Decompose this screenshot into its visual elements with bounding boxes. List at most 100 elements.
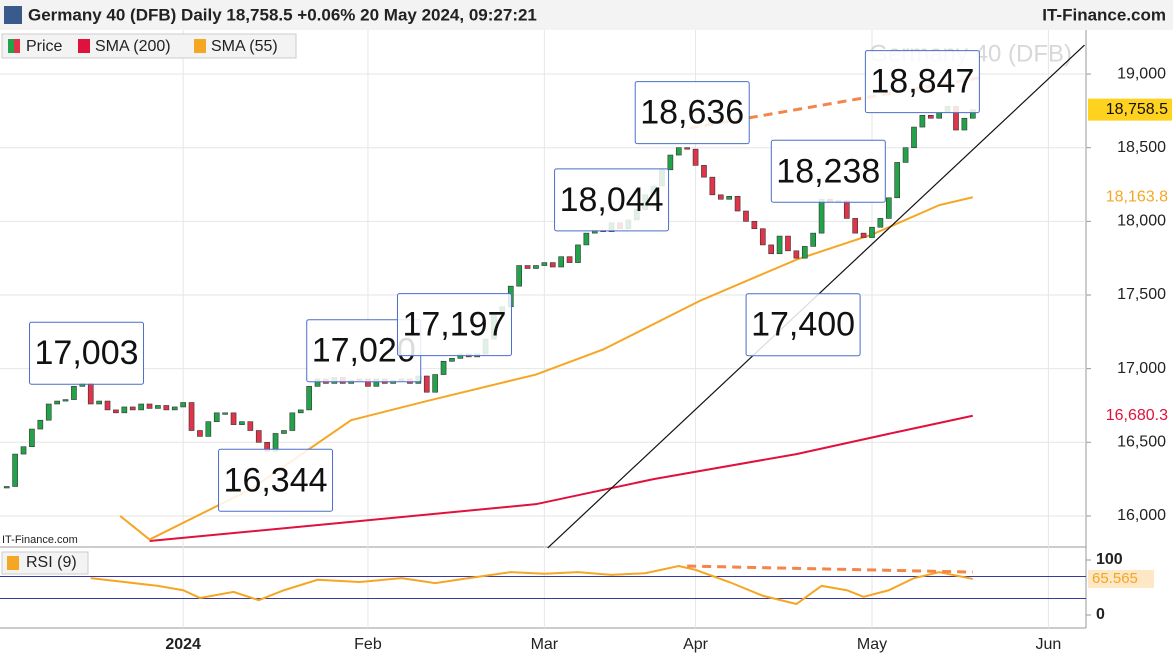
candle (45, 403, 52, 421)
x-tick-label: 2024 (165, 636, 201, 653)
candle (667, 154, 674, 171)
candle (213, 412, 220, 422)
legend-swatch (7, 556, 19, 570)
y-tick-label: 18,500 (1117, 139, 1166, 156)
candle (743, 210, 749, 222)
candle (734, 196, 741, 212)
candle (894, 162, 901, 199)
candle (129, 406, 136, 411)
candle (205, 421, 212, 437)
candle (297, 409, 304, 414)
y-tick-label: 19,000 (1117, 65, 1166, 82)
last-price-tag (1088, 98, 1172, 121)
candle (919, 114, 926, 128)
x-tick-label: Feb (354, 636, 382, 653)
candle (810, 232, 817, 247)
legend-swatch (78, 39, 90, 53)
candle (54, 400, 60, 405)
candle (583, 232, 590, 246)
candle (885, 197, 892, 219)
rsi-tag-label: 65.565 (1092, 570, 1138, 587)
annotation-box (218, 448, 334, 512)
candle (87, 383, 94, 405)
candle (751, 221, 758, 230)
annotation-box (864, 50, 980, 114)
candle (549, 262, 556, 268)
annotation-box (29, 321, 145, 385)
y-tick-label: 0 (1096, 606, 1105, 623)
candle (675, 147, 682, 156)
rsi-tag (1088, 569, 1154, 588)
candle (726, 196, 732, 200)
candle (3, 486, 10, 489)
x-tick-label: Jun (1035, 636, 1061, 653)
candle (440, 360, 447, 375)
candle (684, 147, 690, 150)
y-tick-label: 17,000 (1117, 360, 1166, 377)
candle (230, 412, 237, 425)
candle (768, 244, 774, 255)
rsi-line (90, 565, 973, 606)
candle (289, 412, 296, 431)
candle (911, 126, 917, 148)
candle (96, 400, 102, 405)
candle (12, 453, 18, 487)
sma-line (149, 414, 974, 542)
annotation-label: 18,238 (776, 152, 880, 190)
candle (423, 375, 430, 393)
candle (785, 235, 791, 252)
annotation-label: 17,003 (35, 334, 139, 372)
candle (180, 402, 186, 408)
candle (759, 228, 766, 246)
candle (62, 399, 69, 402)
header-bar (0, 0, 1173, 30)
divergence-line (687, 564, 973, 574)
y-tick-label: 16,000 (1117, 507, 1166, 524)
candle (902, 147, 909, 163)
candle (121, 406, 128, 414)
annotation-box (554, 168, 670, 232)
candle (281, 430, 287, 434)
candle (566, 256, 573, 263)
price-tag-label: 16,680.3 (1106, 407, 1168, 424)
last-price-label: 18,758.5 (1106, 101, 1168, 118)
candle (247, 421, 254, 431)
candle (961, 117, 968, 131)
candle (432, 374, 438, 393)
candle (239, 421, 245, 425)
candle (222, 412, 228, 415)
candle (29, 428, 35, 448)
legend-label: Price (26, 38, 63, 55)
candle (927, 114, 934, 119)
candle (701, 165, 707, 178)
candle (709, 176, 716, 196)
candle (860, 232, 867, 238)
candle (272, 433, 279, 452)
y-tick-label: 16,500 (1117, 434, 1166, 451)
header-title: Germany 40 (DFB) Daily 18,758.5 +0.06% 2… (28, 5, 537, 24)
legend-bg (1, 551, 89, 575)
candle (852, 218, 859, 234)
annotation-box (634, 81, 750, 145)
price-tag (1088, 405, 1170, 426)
y-tick-label: 100 (1096, 551, 1123, 568)
price-tag-label: 18,163.8 (1106, 188, 1168, 205)
candle (163, 405, 170, 411)
candle (113, 409, 119, 414)
annotation-label: 18,847 (870, 63, 974, 101)
y-tick-label: 18,000 (1117, 213, 1166, 230)
candle (155, 405, 161, 409)
annotation-label: 17,400 (751, 306, 855, 344)
candle (138, 403, 144, 411)
price-tag (1088, 187, 1170, 208)
candle (449, 358, 455, 362)
legend-swatch (14, 39, 20, 53)
candle (843, 200, 850, 219)
candle (877, 218, 884, 228)
candle (541, 262, 548, 266)
x-tick-label: May (857, 636, 887, 653)
candle (146, 403, 153, 409)
legend-swatch (194, 39, 206, 53)
